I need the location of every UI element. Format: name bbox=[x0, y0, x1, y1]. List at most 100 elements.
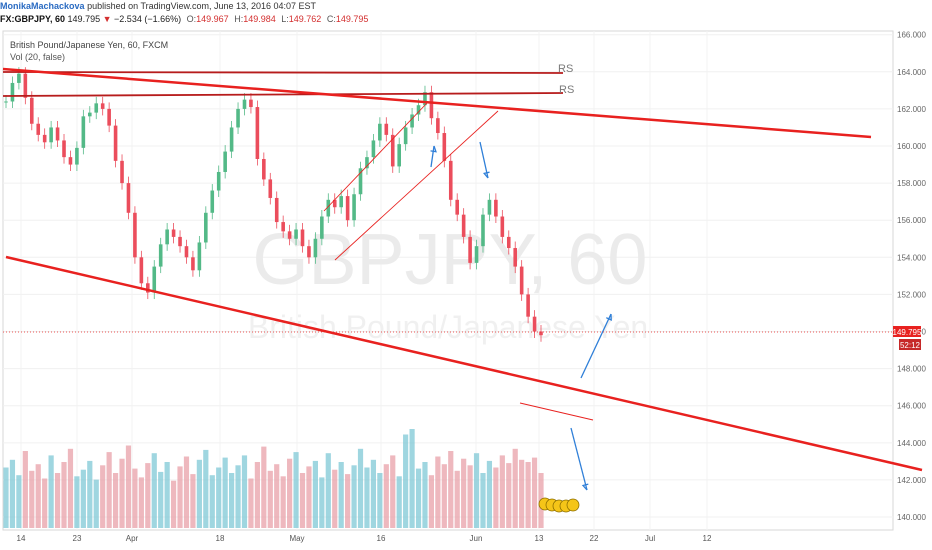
rs-label-lower: RS bbox=[559, 84, 574, 96]
volume-bar bbox=[409, 429, 415, 528]
candle-body bbox=[326, 199, 331, 217]
candle-body bbox=[481, 214, 485, 247]
candle-body bbox=[448, 160, 453, 200]
candle-body bbox=[455, 199, 460, 215]
low-label: L: bbox=[281, 14, 289, 24]
candle-body bbox=[36, 123, 41, 135]
up-arrow-large-icon-head bbox=[605, 313, 612, 322]
rs-label-upper: RS bbox=[558, 63, 573, 75]
volume-bar bbox=[235, 465, 241, 528]
price-tick-label: 146.000 bbox=[897, 402, 926, 411]
volume-bar bbox=[461, 458, 467, 528]
candle-body bbox=[436, 118, 440, 134]
candle-body bbox=[178, 236, 182, 247]
candle-body bbox=[171, 229, 176, 237]
candle-body bbox=[274, 197, 279, 223]
price-tick-label: 158.000 bbox=[897, 179, 926, 188]
volume-bar bbox=[287, 458, 293, 528]
candle-body bbox=[320, 216, 324, 239]
candle-body bbox=[532, 316, 537, 332]
price-tick-label: 142.000 bbox=[897, 476, 926, 485]
volume-bar bbox=[332, 469, 338, 528]
candle-body bbox=[281, 222, 285, 232]
resistance-line-lower bbox=[2, 92, 564, 97]
up-arrow-small-icon-head bbox=[430, 145, 437, 153]
time-tick-label: Apr bbox=[126, 534, 139, 543]
volume-bar bbox=[506, 463, 512, 528]
candle-body bbox=[146, 283, 150, 293]
time-axis[interactable]: 14 23 Apr 18 May 16 Jun 13 22 Jul 12 bbox=[17, 534, 712, 543]
volume-bar bbox=[299, 473, 306, 528]
candle-body bbox=[506, 236, 511, 249]
chart-area[interactable]: GBPJPY, 60 British Pound/Japanese Yen 14… bbox=[0, 28, 932, 550]
price-tick-label: 148.000 bbox=[897, 365, 926, 374]
volume-bar bbox=[422, 462, 428, 528]
price-change: −2.534 (−1.66%) bbox=[114, 14, 182, 24]
volume-bar bbox=[100, 465, 106, 528]
event-markers[interactable] bbox=[538, 497, 580, 513]
candle-body bbox=[371, 140, 376, 158]
candle-body bbox=[345, 196, 350, 221]
high-value: 149.984 bbox=[243, 14, 276, 24]
candle-body bbox=[390, 134, 395, 167]
candle-body bbox=[397, 144, 401, 167]
volume-bar bbox=[42, 478, 48, 528]
volume-bar bbox=[338, 462, 344, 528]
volume-bar bbox=[261, 446, 267, 528]
time-tick-label: Jul bbox=[645, 534, 655, 543]
volume-bar bbox=[145, 463, 151, 528]
candle-body bbox=[139, 257, 144, 284]
price-tick-label: 160.000 bbox=[897, 142, 926, 151]
candle-body bbox=[165, 229, 169, 245]
candle-body bbox=[191, 257, 195, 271]
time-tick-label: 16 bbox=[377, 534, 386, 543]
volume-bar bbox=[35, 464, 41, 528]
volume-bar bbox=[22, 451, 28, 528]
candle-body bbox=[94, 103, 99, 113]
time-tick-label: 14 bbox=[17, 534, 26, 543]
volume-bar bbox=[454, 470, 460, 528]
price-axis[interactable]: 140.000142.000144.000146.000148.000150.0… bbox=[897, 31, 926, 522]
candle-body bbox=[113, 125, 118, 161]
volume-bar bbox=[441, 464, 447, 528]
price-chart[interactable]: GBPJPY, 60 British Pound/Japanese Yen 14… bbox=[0, 28, 932, 550]
quote-line: FX:GBPJPY, 60 149.795 ▼ −2.534 (−1.66%) … bbox=[0, 13, 932, 25]
price-tick-label: 154.000 bbox=[897, 253, 926, 262]
down-arrow-icon bbox=[479, 141, 489, 179]
open-label: O: bbox=[186, 14, 197, 24]
event-marker-icon[interactable] bbox=[566, 498, 580, 512]
author-link[interactable]: MonikaMachackova bbox=[0, 1, 85, 11]
candle-body bbox=[236, 108, 240, 128]
high-label: H: bbox=[234, 14, 244, 24]
volume-bar bbox=[3, 467, 9, 528]
candle-body bbox=[81, 116, 86, 148]
candle-body bbox=[152, 266, 157, 293]
candle-body bbox=[332, 199, 337, 208]
upper-trendline bbox=[2, 67, 872, 139]
volume-bar bbox=[125, 445, 132, 528]
grid-lines bbox=[3, 31, 893, 530]
volume-bar bbox=[74, 476, 80, 528]
candle-body bbox=[287, 231, 292, 239]
candle-body bbox=[42, 134, 47, 143]
candle-body bbox=[249, 99, 253, 108]
candle-body bbox=[494, 199, 498, 217]
up-arrow-small-icon bbox=[430, 145, 435, 168]
volume-bar bbox=[428, 475, 435, 528]
volume-bar bbox=[67, 448, 74, 528]
publish-info: published on TradingView.com, June 13, 2… bbox=[87, 1, 317, 11]
candle-body bbox=[255, 107, 260, 159]
volume-bar bbox=[415, 468, 422, 528]
countdown-tag bbox=[899, 339, 921, 350]
volume-bar bbox=[357, 448, 364, 528]
volume-bar bbox=[493, 467, 499, 528]
price-candles bbox=[4, 67, 543, 342]
volume-bar bbox=[467, 465, 473, 528]
symbol-watermark: GBPJPY, 60 bbox=[253, 220, 648, 300]
volume-bar bbox=[164, 462, 170, 528]
open-value: 149.967 bbox=[196, 14, 229, 24]
volume-bar bbox=[177, 466, 183, 528]
volume-bar bbox=[80, 469, 86, 528]
candle-body bbox=[365, 157, 369, 169]
candle-body bbox=[423, 92, 427, 106]
